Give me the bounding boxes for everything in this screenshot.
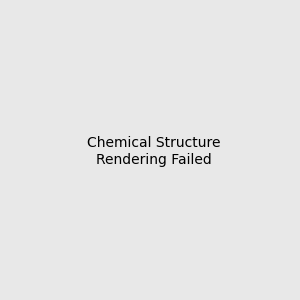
Text: Chemical Structure
Rendering Failed: Chemical Structure Rendering Failed — [87, 136, 220, 166]
